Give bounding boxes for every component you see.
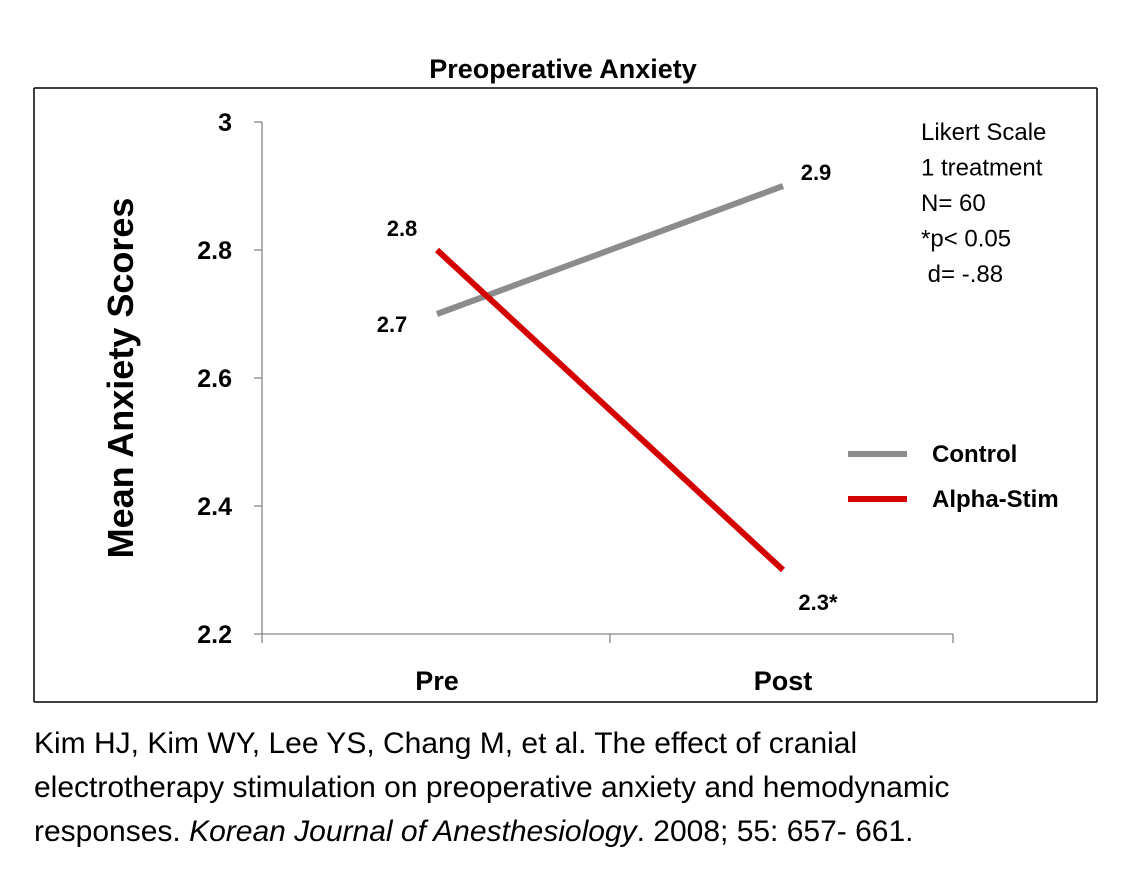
citation-line-2: electrotherapy stimulation on preoperati… [34, 771, 950, 804]
line-chart: Preoperative Anxiety Mean Anxiety Scores… [33, 54, 1098, 703]
annotation-line: *p< 0.05 [921, 226, 1011, 253]
citation-authors-tail: responses. [34, 815, 190, 848]
y-tick-label: 2.6 [197, 365, 232, 393]
data-label: 2.7 [377, 312, 408, 337]
citation: Kim HJ, Kim WY, Lee YS, Chang M, et al. … [34, 722, 1124, 854]
series-line-alpha-stim [434, 247, 786, 573]
y-tick-label: 3 [218, 109, 232, 137]
x-tick-label: Post [754, 666, 813, 696]
y-tick-label: 2.8 [197, 237, 232, 265]
series-line-control [435, 183, 785, 317]
stats-annotation: Likert Scale 1 treatment N= 60 *p< 0.05 d= … [921, 119, 1046, 288]
axes: 2.2 2.4 2.6 2.8 3 Pre Post [197, 109, 954, 696]
x-tick-label: Pre [415, 666, 459, 696]
legend: Control Alpha-Stim [848, 441, 1059, 513]
data-labels: 2.7 2.9 2.8 2.3* [377, 160, 838, 615]
annotation-line: N= 60 [921, 190, 986, 217]
y-axis-label: Mean Anxiety Scores [100, 198, 141, 559]
chart-title: Preoperative Anxiety [429, 54, 697, 84]
y-tick-label: 2.4 [197, 493, 232, 521]
citation-line-1: Kim HJ, Kim WY, Lee YS, Chang M, et al. … [34, 727, 858, 760]
citation-details: . 2008; 55: 657- 661. [636, 815, 914, 848]
annotation-line: d= -.88 [921, 261, 1003, 288]
data-label: 2.9 [801, 160, 832, 185]
legend-label: Alpha-Stim [932, 486, 1059, 513]
series-layer [434, 183, 786, 573]
citation-journal: Korean Journal of Anesthesiology [189, 815, 637, 848]
y-tick-label: 2.2 [197, 621, 232, 649]
legend-label: Control [932, 441, 1017, 468]
citation-line-3: responses. Korean Journal of Anesthesiol… [34, 810, 1124, 854]
data-label: 2.3* [798, 590, 838, 615]
annotation-line: 1 treatment [921, 155, 1043, 182]
data-label: 2.8 [387, 216, 418, 241]
annotation-line: Likert Scale [921, 119, 1046, 146]
